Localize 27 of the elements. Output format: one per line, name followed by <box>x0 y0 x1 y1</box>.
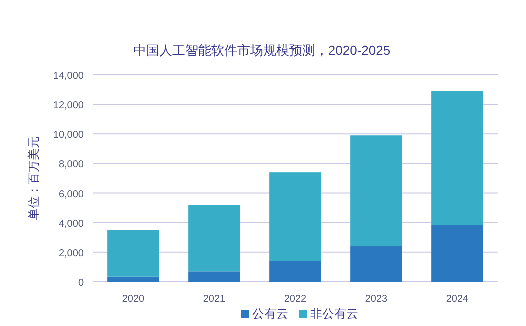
y-axis-title: 单位：百万美元 <box>27 136 41 220</box>
chart-title: 中国人工智能软件市场规模预测，2020-2025 <box>133 43 391 58</box>
x-tick-label: 2023 <box>365 294 388 305</box>
bar <box>270 172 322 262</box>
x-tick-label: 2020 <box>122 294 146 305</box>
y-tick-label: 14,000 <box>53 71 84 82</box>
bar <box>188 205 240 272</box>
y-tick-label: 2,000 <box>58 248 84 260</box>
legend-label: 非公有云 <box>310 307 358 321</box>
legend-label: 公有云 <box>252 307 288 321</box>
x-tick-label: 2024 <box>446 294 470 305</box>
bar <box>350 246 402 282</box>
y-tick-label: 6,000 <box>58 189 84 200</box>
y-tick-label: 8,000 <box>58 160 84 171</box>
bar <box>350 136 402 247</box>
bar <box>108 230 160 277</box>
bar <box>432 225 484 282</box>
y-tick-label: 12,000 <box>53 100 84 112</box>
x-tick-label: 2022 <box>284 294 308 305</box>
bar <box>188 272 240 282</box>
y-tick-label: 4,000 <box>58 218 84 230</box>
bar <box>432 91 484 226</box>
y-tick-label: 10,000 <box>53 130 84 142</box>
bar <box>108 276 160 282</box>
bar <box>270 261 322 282</box>
y-tick-label: 0 <box>78 278 84 289</box>
x-tick-label: 2021 <box>203 294 226 305</box>
